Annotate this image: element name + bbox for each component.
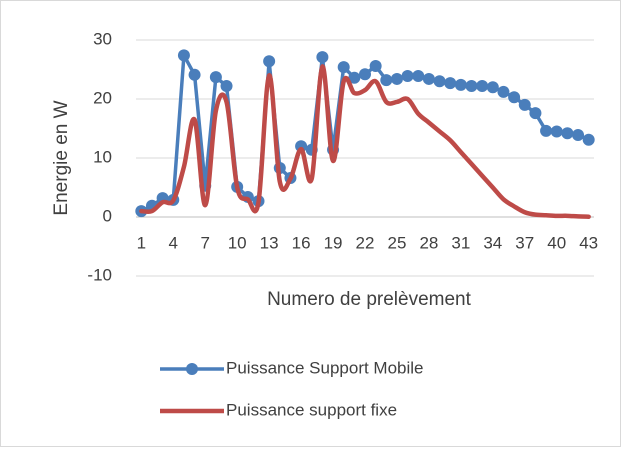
data-point xyxy=(390,72,403,85)
x-tick-label: 1 xyxy=(137,233,146,252)
data-point xyxy=(561,127,574,140)
data-point xyxy=(540,124,553,137)
x-tick-label: 10 xyxy=(228,233,247,252)
data-point xyxy=(422,72,435,85)
x-tick-label: 43 xyxy=(579,233,598,252)
legend-label: Puissance Support Mobile xyxy=(226,358,424,377)
x-tick-label: 7 xyxy=(200,233,209,252)
data-point xyxy=(401,69,414,82)
y-tick-label: 0 xyxy=(103,206,112,225)
data-point xyxy=(337,61,350,74)
data-point xyxy=(454,78,467,91)
data-point xyxy=(476,80,489,93)
x-tick-label: 16 xyxy=(292,233,311,252)
data-point xyxy=(529,107,542,120)
data-point xyxy=(177,49,190,62)
x-tick-label: 31 xyxy=(451,233,470,252)
x-tick-label: 28 xyxy=(419,233,438,252)
x-axis-title: Numero de prelèvement xyxy=(267,289,472,310)
data-point xyxy=(380,74,393,87)
data-point xyxy=(188,68,201,81)
legend-label: Puissance support fixe xyxy=(226,400,397,419)
y-tick-label: 10 xyxy=(93,147,112,166)
x-tick-label: 25 xyxy=(387,233,406,252)
y-axis-title: Energie en W xyxy=(51,100,72,215)
y-tick-label: 30 xyxy=(93,29,112,48)
data-point xyxy=(369,59,382,72)
x-tick-label: 4 xyxy=(169,233,178,252)
data-point xyxy=(486,81,499,94)
data-point xyxy=(465,80,478,93)
data-point xyxy=(444,77,457,90)
data-point xyxy=(412,69,425,82)
data-point xyxy=(348,71,361,84)
data-point xyxy=(550,125,563,138)
data-point xyxy=(263,55,276,68)
series-line xyxy=(139,64,591,219)
data-point xyxy=(433,75,446,88)
data-point xyxy=(572,128,585,141)
x-tick-label: 37 xyxy=(515,233,534,252)
data-point xyxy=(582,133,595,146)
data-point xyxy=(518,98,531,111)
data-point xyxy=(220,80,233,93)
x-tick-label: 22 xyxy=(356,233,375,252)
x-tick-label: 13 xyxy=(260,233,279,252)
data-point xyxy=(209,71,222,84)
data-point xyxy=(497,85,510,98)
data-point xyxy=(316,51,329,64)
x-tick-label: 19 xyxy=(324,233,343,252)
data-point xyxy=(508,91,521,104)
x-tick-label: 40 xyxy=(547,233,566,252)
x-tick-label: 34 xyxy=(483,233,502,252)
y-tick-label: 20 xyxy=(93,88,112,107)
data-point xyxy=(359,68,371,81)
legend-marker xyxy=(186,363,198,375)
y-tick-label: -10 xyxy=(87,265,112,284)
